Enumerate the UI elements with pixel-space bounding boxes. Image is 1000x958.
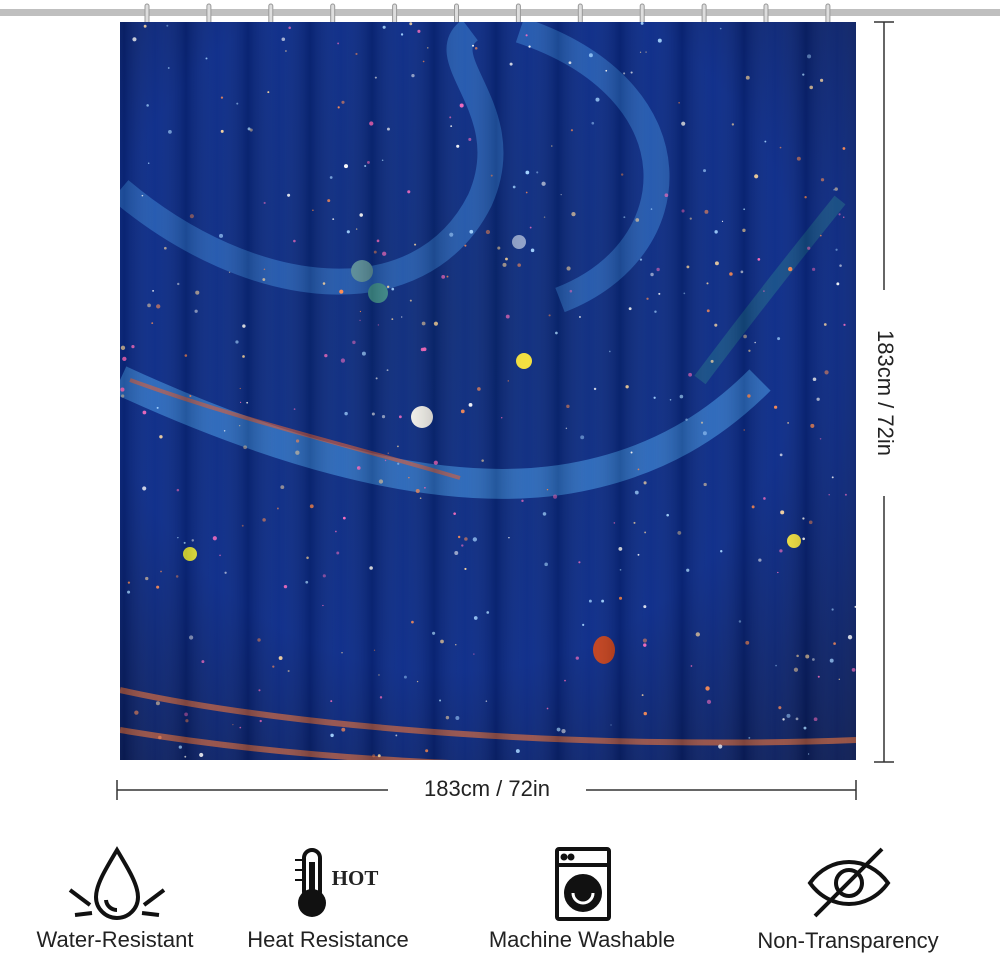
height-label: 183cm / 72in — [873, 330, 898, 456]
hot-badge: HOT — [332, 866, 379, 890]
width-label: 183cm / 72in — [424, 776, 550, 801]
no-see-icon — [807, 847, 891, 918]
feature-label: Non-Transparency — [757, 928, 938, 953]
feature-label: Heat Resistance — [247, 927, 408, 952]
feature-label: Machine Washable — [489, 927, 675, 952]
curtain-rod — [0, 9, 1000, 16]
feature-label: Water-Resistant — [37, 927, 194, 952]
water-icon — [68, 846, 166, 920]
curtain-folds — [120, 22, 856, 760]
height-dimension — [874, 21, 894, 763]
thermometer-icon — [295, 848, 326, 917]
hooks — [144, 3, 831, 27]
width-dimension — [116, 780, 857, 800]
washer-icon — [555, 847, 611, 921]
curtain — [120, 22, 856, 760]
